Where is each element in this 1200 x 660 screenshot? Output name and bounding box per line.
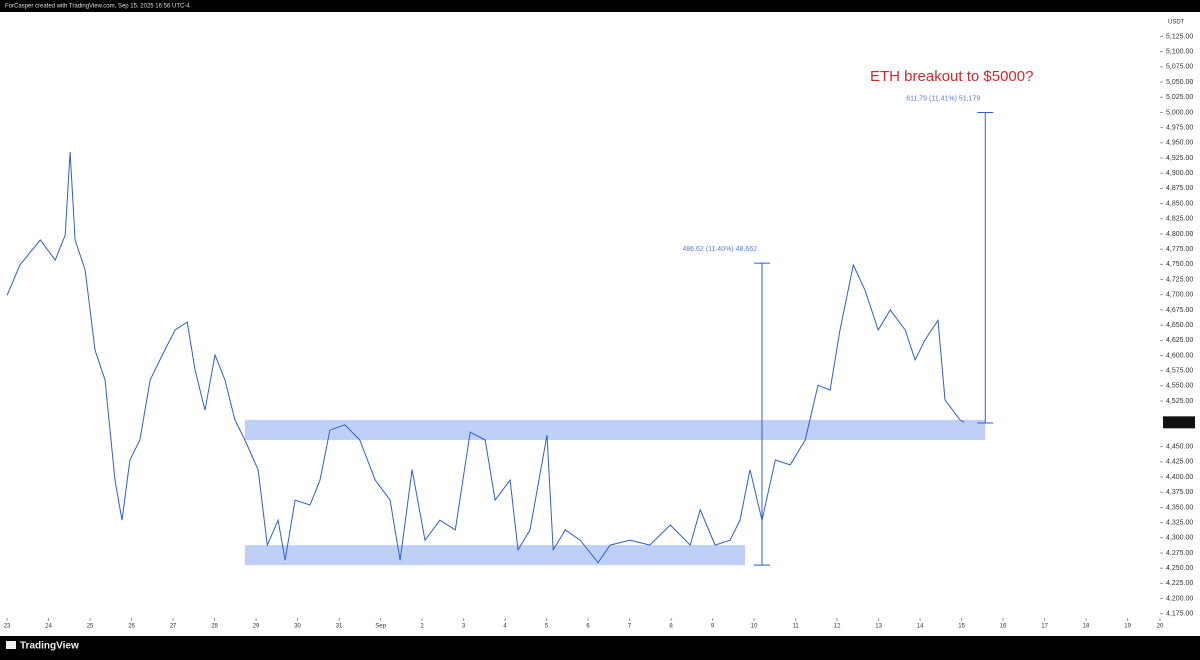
y-tick-label: 4,175.00 bbox=[1166, 611, 1193, 618]
x-tick-label: 8 bbox=[669, 624, 673, 630]
x-tick-label: 24 bbox=[45, 624, 52, 630]
y-tick-label: 4,300.00 bbox=[1166, 535, 1193, 542]
x-tick-label: 23 bbox=[4, 624, 11, 630]
y-tick-label: 4,725.00 bbox=[1166, 276, 1193, 283]
x-tick-label: 26 bbox=[128, 624, 135, 630]
x-tick-label: 20 bbox=[1157, 624, 1164, 630]
price-line bbox=[6, 151, 965, 564]
x-tick-label: Sep bbox=[375, 624, 386, 630]
y-tick-label: 5,075.00 bbox=[1166, 64, 1193, 71]
x-tick-label: 16 bbox=[1000, 624, 1007, 630]
x-tick-label: 14 bbox=[917, 624, 924, 630]
x-tick-label: 12 bbox=[834, 624, 841, 630]
x-tick-label: 9 bbox=[711, 624, 715, 630]
chart-background bbox=[0, 12, 1200, 636]
x-tick-label: 29 bbox=[253, 624, 260, 630]
y-tick-label: 4,650.00 bbox=[1166, 322, 1193, 329]
y-tick-label: 5,025.00 bbox=[1166, 94, 1193, 101]
zone bbox=[244, 419, 986, 440]
y-tick-label: 4,275.00 bbox=[1166, 550, 1193, 557]
y-tick-label: 4,700.00 bbox=[1166, 292, 1193, 299]
y-tick-label: 4,925.00 bbox=[1166, 155, 1193, 162]
measure-label: 486.62 (11.40%) 48,662 bbox=[682, 246, 757, 253]
y-tick-label: 4,525.00 bbox=[1166, 398, 1193, 405]
x-tick-label: 6 bbox=[586, 624, 590, 630]
x-tick-label: 30 bbox=[294, 624, 301, 630]
last-price-marker bbox=[1163, 416, 1195, 429]
y-tick-label: 4,575.00 bbox=[1166, 368, 1193, 375]
x-tick-label: 5 bbox=[545, 624, 549, 630]
footer: TradingView bbox=[20, 641, 79, 652]
x-tick-label: 27 bbox=[170, 624, 177, 630]
y-tick-label: 4,375.00 bbox=[1166, 489, 1193, 496]
x-tick-label: 31 bbox=[336, 624, 343, 630]
y-tick-label: 4,200.00 bbox=[1166, 595, 1193, 602]
x-tick-label: 4 bbox=[503, 624, 507, 630]
y-tick-label: 4,825.00 bbox=[1166, 216, 1193, 223]
y-tick-label: 4,900.00 bbox=[1166, 170, 1193, 177]
x-tick-label: 17 bbox=[1041, 624, 1048, 630]
x-tick-label: 25 bbox=[87, 624, 94, 630]
y-tick-label: 4,800.00 bbox=[1166, 231, 1193, 238]
header: ForCasper created with TradingView.com, … bbox=[5, 4, 190, 10]
y-tick-label: 5,100.00 bbox=[1166, 49, 1193, 56]
x-tick-label: 10 bbox=[751, 624, 758, 630]
y-tick-label: 4,425.00 bbox=[1166, 459, 1193, 466]
y-tick-label: 4,975.00 bbox=[1166, 124, 1193, 131]
y-tick-label: 4,350.00 bbox=[1166, 504, 1193, 511]
y-tick-label: 4,675.00 bbox=[1166, 307, 1193, 314]
y-tick-label: 4,450.00 bbox=[1166, 443, 1193, 450]
x-tick-label: 19 bbox=[1124, 624, 1131, 630]
logo bbox=[6, 641, 16, 649]
currency: USDT bbox=[1168, 20, 1185, 26]
y-tick-label: 5,000.00 bbox=[1166, 109, 1193, 116]
y-tick-label: 4,250.00 bbox=[1166, 565, 1193, 572]
y-tick-label: 5,050.00 bbox=[1166, 79, 1193, 86]
y-tick-label: 4,325.00 bbox=[1166, 519, 1193, 526]
zone bbox=[244, 545, 745, 566]
y-tick-label: 4,875.00 bbox=[1166, 185, 1193, 192]
measure-label: 611.79 (11.41%) 51,179 bbox=[906, 95, 980, 102]
x-tick-label: 18 bbox=[1083, 624, 1090, 630]
y-tick-label: 4,550.00 bbox=[1166, 383, 1193, 390]
y-tick-label: 4,625.00 bbox=[1166, 337, 1193, 344]
x-tick-label: 2 bbox=[420, 624, 424, 630]
x-tick-label: 11 bbox=[792, 624, 799, 630]
x-tick-label: 13 bbox=[875, 624, 882, 630]
y-tick-label: 4,775.00 bbox=[1166, 246, 1193, 253]
annotation: ETH breakout to $5000? bbox=[870, 68, 1033, 85]
y-tick-label: 4,750.00 bbox=[1166, 261, 1193, 268]
y-tick-label: 4,225.00 bbox=[1166, 580, 1193, 587]
x-tick-label: 15 bbox=[958, 624, 965, 630]
x-tick-label: 28 bbox=[211, 624, 218, 630]
x-tick-label: 3 bbox=[462, 624, 466, 630]
y-tick-label: 4,950.00 bbox=[1166, 140, 1193, 147]
y-tick-label: 4,850.00 bbox=[1166, 200, 1193, 207]
y-tick-label: 4,600.00 bbox=[1166, 352, 1193, 359]
x-tick-label: 7 bbox=[628, 624, 632, 630]
y-tick-label: 4,400.00 bbox=[1166, 474, 1193, 481]
y-tick-label: 5,125.00 bbox=[1166, 33, 1193, 40]
